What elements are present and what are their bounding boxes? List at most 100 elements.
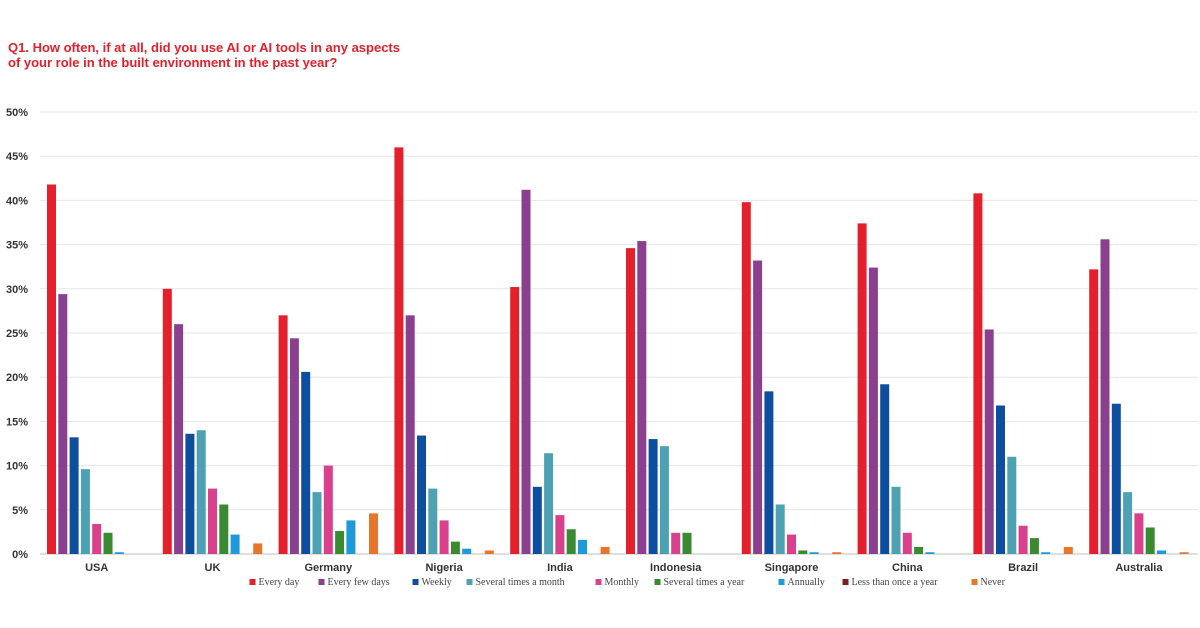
bar-indonesia-every-day xyxy=(626,248,635,555)
bar-australia-several-times-a-year xyxy=(1145,527,1155,554)
legend-item: Monthly xyxy=(595,577,639,588)
bar-brazil-several-times-a-month xyxy=(1007,456,1017,554)
bar-germany-monthly xyxy=(323,465,333,554)
legend-label: Every few days xyxy=(328,577,390,588)
legend-label: Annually xyxy=(788,577,825,588)
bar-singapore-every-day xyxy=(741,202,751,554)
bar-germany-several-times-a-month xyxy=(312,492,322,554)
legend-label: Monthly xyxy=(605,577,639,588)
y-tick-label: 40% xyxy=(6,195,28,207)
y-axis-ticks: 0% 5% 10% 15% 20% 25% 30% 35% 40% 45% 50% xyxy=(6,107,28,561)
x-tick-label: Singapore xyxy=(765,562,819,574)
bar-india-every-day xyxy=(510,287,520,554)
legend-label: Never xyxy=(981,577,1006,588)
legend-swatch xyxy=(778,579,785,585)
bar-india-weekly xyxy=(532,486,542,554)
bar-usa-every-day xyxy=(47,184,56,554)
x-tick-label: USA xyxy=(85,562,108,574)
legend-swatch xyxy=(466,579,473,585)
y-tick-label: 30% xyxy=(6,284,28,296)
y-tick-label: 15% xyxy=(6,416,28,428)
bar-germany-every-day xyxy=(278,315,288,554)
x-tick-label: India xyxy=(547,562,574,574)
y-tick-label: 25% xyxy=(6,328,28,340)
legend-swatch xyxy=(842,579,849,585)
x-axis-ticks: USA UK Germany Nigeria India Indonesia Singapo… xyxy=(85,562,1163,574)
legend-swatch xyxy=(412,579,419,585)
bar-uk-several-times-a-month xyxy=(196,430,206,554)
bar-singapore-weekly xyxy=(764,391,774,554)
y-tick-label: 20% xyxy=(6,372,28,384)
bar-brazil-annually xyxy=(1041,552,1051,554)
legend-item: Several times a year xyxy=(654,577,745,588)
bar-nigeria-annually xyxy=(462,548,472,554)
legend-item: Weekly xyxy=(412,577,452,588)
bar-brazil-never xyxy=(1063,546,1073,554)
bar-germany-annually xyxy=(346,520,356,554)
y-tick-label: 45% xyxy=(6,151,28,163)
bar-china-annually xyxy=(925,552,935,554)
x-tick-label: Indonesia xyxy=(650,562,702,574)
legend-item: Never xyxy=(971,577,1006,588)
legend-swatch xyxy=(971,579,978,585)
bar-brazil-every-day xyxy=(973,193,983,554)
bar-usa-several-times-a-month xyxy=(80,469,90,554)
legend-item: Every day xyxy=(249,577,299,588)
x-tick-label: Nigeria xyxy=(425,562,463,574)
x-tick-label: Australia xyxy=(1115,562,1163,574)
bar-australia-every-day xyxy=(1089,269,1099,554)
bar-nigeria-every-day xyxy=(394,147,404,555)
bar-germany-weekly xyxy=(301,371,311,554)
bar-usa-monthly xyxy=(92,523,102,554)
legend-swatch xyxy=(595,579,602,585)
bar-singapore-several-times-a-month xyxy=(775,504,785,554)
y-tick-label: 0% xyxy=(12,549,28,561)
legend-item: Annually xyxy=(778,577,825,588)
bar-uk-weekly xyxy=(185,433,195,554)
bar-uk-several-times-a-year xyxy=(219,504,229,554)
bar-usa-annually xyxy=(114,552,124,554)
bar-usa-several-times-a-year xyxy=(103,532,113,554)
legend-label: Several times a month xyxy=(476,577,565,588)
bar-singapore-several-times-a-year xyxy=(798,550,808,554)
bar-china-several-times-a-year xyxy=(914,546,924,554)
bar-uk-monthly xyxy=(208,488,217,554)
bar-india-several-times-a-month xyxy=(544,453,554,554)
bar-nigeria-several-times-a-year xyxy=(450,541,460,554)
bar-germany-never xyxy=(369,513,378,554)
legend-label: Less than once a year xyxy=(852,577,939,588)
legend-label: Weekly xyxy=(422,577,452,588)
bar-australia-weekly xyxy=(1111,403,1121,554)
bar-uk-never xyxy=(253,543,263,554)
bar-uk-every-few-days xyxy=(174,324,184,554)
bar-brazil-monthly xyxy=(1018,525,1028,554)
x-tick-label: Brazil xyxy=(1008,562,1038,574)
bar-india-annually xyxy=(578,539,587,554)
bar-india-monthly xyxy=(555,515,565,554)
bar-usa-every-few-days xyxy=(58,294,68,554)
bar-india-several-times-a-year xyxy=(566,529,576,554)
bar-india-never xyxy=(600,546,610,554)
bar-nigeria-weekly xyxy=(417,435,426,554)
y-tick-label: 10% xyxy=(6,461,28,473)
bar-uk-annually xyxy=(230,534,240,554)
bar-nigeria-monthly xyxy=(439,520,449,554)
bar-australia-never xyxy=(1179,552,1189,554)
legend-swatch xyxy=(249,579,256,585)
x-tick-label: Germany xyxy=(304,562,353,574)
grid-lines xyxy=(40,111,1198,555)
bar-brazil-every-few-days xyxy=(984,329,994,554)
x-tick-label: UK xyxy=(205,562,221,574)
bar-china-weekly xyxy=(880,384,890,554)
bar-brazil-several-times-a-year xyxy=(1029,538,1039,554)
bar-germany-every-few-days xyxy=(289,338,299,554)
bar-china-several-times-a-month xyxy=(891,486,901,554)
bar-indonesia-every-few-days xyxy=(637,241,647,554)
bar-uk-every-day xyxy=(162,288,172,554)
bar-india-every-few-days xyxy=(521,189,531,555)
bar-singapore-never xyxy=(832,552,842,554)
bar-singapore-monthly xyxy=(787,534,796,554)
y-tick-label: 35% xyxy=(6,240,28,252)
chart-title: Q1. How often, if at all, did you use AI… xyxy=(8,40,400,70)
